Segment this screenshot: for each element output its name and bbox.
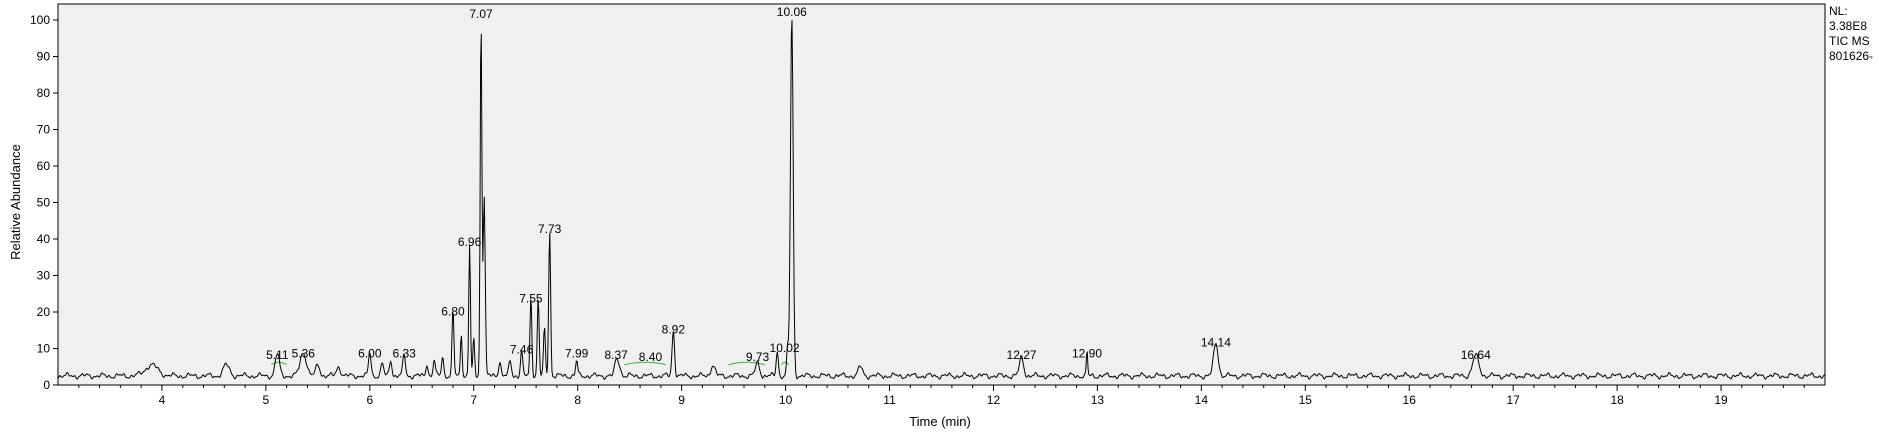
integration-baselines: [270, 361, 790, 366]
x-tick-label: 9: [678, 393, 685, 407]
x-tick-label: 13: [1091, 393, 1105, 407]
peak-label: 6.33: [392, 346, 416, 360]
x-tick-label: 6: [366, 393, 373, 407]
y-tick-label: 90: [37, 50, 51, 64]
peak-label: 12.90: [1072, 346, 1102, 360]
plot-area: [57, 3, 1826, 386]
y-axis-title: Relative Abundance: [8, 144, 23, 260]
y-tick-label: 0: [43, 378, 50, 392]
y-tick-label: 100: [30, 13, 50, 27]
peak-label: 7.07: [469, 7, 493, 21]
x-tick-label: 14: [1195, 393, 1209, 407]
peak-label: 10.02: [770, 341, 800, 355]
nl-value: 3.38E8: [1829, 19, 1868, 33]
y-tick-label: 60: [37, 159, 51, 173]
peak-label: 7.99: [565, 346, 589, 360]
file-name: 801626-: [1829, 49, 1874, 63]
x-tick-label: 12: [987, 393, 1001, 407]
x-tick-label: 16: [1403, 393, 1417, 407]
x-axis-title: Time (min): [909, 414, 971, 429]
peak-label: 7.73: [538, 222, 562, 236]
peak-label: 16.64: [1461, 348, 1491, 362]
y-tick-label: 80: [37, 86, 51, 100]
x-tick-label: 11: [883, 393, 896, 407]
x-tick-label: 4: [159, 393, 166, 407]
y-axis-ticks: 0 10 20 30 40 50 60 70 80 90 100: [30, 13, 58, 392]
tic-trace: [57, 19, 1826, 380]
side-info: NL: 3.38E8 TIC MS 801626-: [1829, 4, 1873, 64]
peak-label: 8.40: [639, 350, 663, 364]
y-tick-label: 70: [37, 123, 51, 137]
baseline-segment: [781, 361, 790, 366]
peak-label: 7.46: [510, 343, 534, 357]
baseline-segment: [624, 361, 667, 366]
peak-label: 8.92: [662, 323, 686, 337]
peak-label: 14.14: [1201, 335, 1231, 349]
peak-label: 7.55: [519, 292, 543, 306]
y-tick-label: 10: [37, 342, 51, 356]
y-tick-label: 50: [37, 196, 51, 210]
peak-label: 6.00: [358, 346, 382, 360]
peak-label: 9.73: [746, 350, 770, 364]
y-tick-label: 30: [37, 269, 51, 283]
scan-filter: TIC MS: [1829, 34, 1870, 48]
y-tick-label: 40: [37, 232, 51, 246]
x-tick-label: 18: [1610, 393, 1624, 407]
peak-label: 5.36: [292, 346, 316, 360]
peak-label: 10.06: [777, 5, 807, 19]
peak-label: 8.37: [604, 348, 628, 362]
baseline-segment: [728, 361, 765, 366]
x-tick-label: 15: [1299, 393, 1313, 407]
baseline-segment: [270, 361, 287, 366]
x-tick-label: 5: [263, 393, 270, 407]
peak-label: 12.27: [1007, 348, 1037, 362]
x-tick-label: 17: [1506, 393, 1520, 407]
x-tick-label: 10: [779, 393, 793, 407]
x-tick-label: 19: [1714, 393, 1728, 407]
peak-labels: 5.11 5.36 6.00 6.33 6.80 6.96 7.07 7.46 7.55 7.73…: [266, 5, 1491, 364]
x-tick-label: 7: [470, 393, 477, 407]
nl-label: NL:: [1829, 4, 1848, 18]
y-tick-label: 20: [37, 305, 51, 319]
x-axis-ticks: 4 5 6 7 8 9 10 11 12 13 14 15 16 17 18 19: [78, 385, 1805, 407]
x-tick-label: 8: [574, 393, 581, 407]
peak-label: 6.80: [441, 304, 465, 318]
peak-label: 5.11: [266, 348, 289, 362]
peak-label: 6.96: [458, 235, 482, 249]
